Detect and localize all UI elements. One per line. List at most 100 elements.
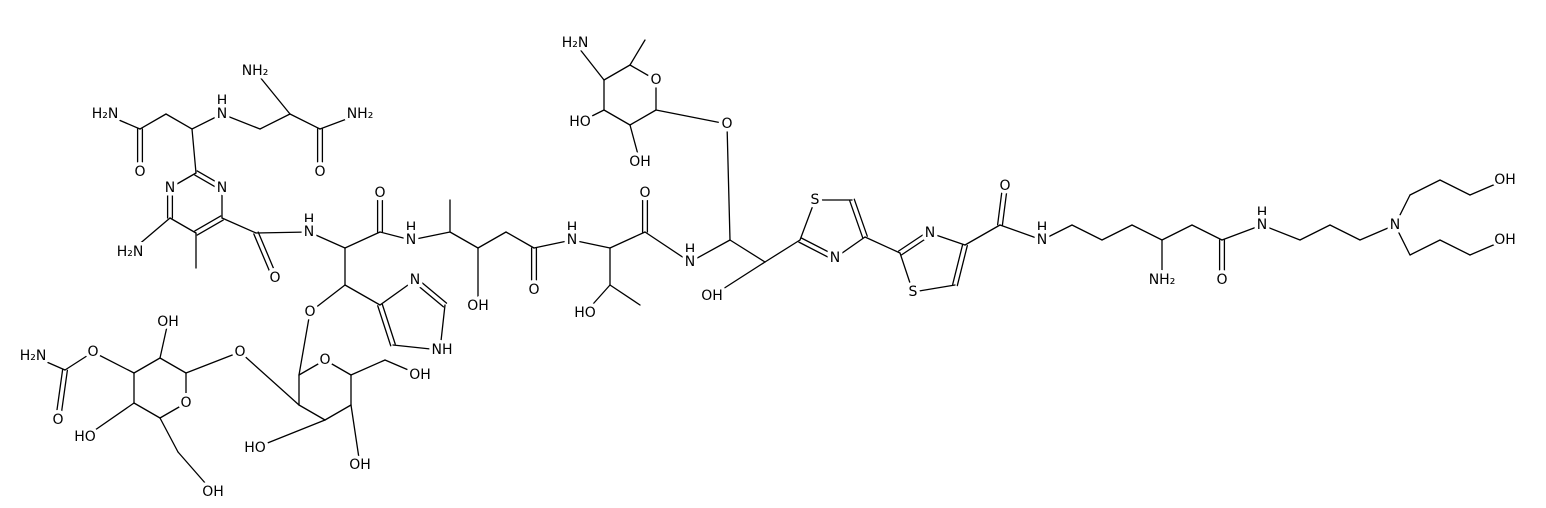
bond <box>912 284 956 293</box>
bond <box>139 113 167 130</box>
bond <box>1261 224 1301 241</box>
bond <box>609 231 646 249</box>
atom-label: NH₂ <box>242 63 269 79</box>
bond <box>899 252 914 293</box>
bond <box>309 284 346 313</box>
bond <box>726 123 731 241</box>
bond <box>603 109 631 126</box>
bond <box>574 42 605 81</box>
bond <box>729 239 766 263</box>
atom-label: OH <box>409 367 431 383</box>
atom-label: O <box>639 185 650 201</box>
bond <box>289 113 321 130</box>
atom-label: OH <box>701 288 723 304</box>
bond <box>64 351 94 371</box>
bond <box>1469 239 1506 256</box>
double-bond <box>257 231 278 278</box>
atom-label: H <box>217 93 228 109</box>
bond <box>392 344 441 351</box>
bond <box>191 113 223 130</box>
bond <box>308 231 346 249</box>
atom-label: N <box>1257 217 1267 233</box>
bond <box>384 359 421 376</box>
bond <box>129 217 171 253</box>
bond <box>177 451 214 493</box>
double-bond <box>415 277 448 304</box>
bond <box>629 39 646 66</box>
bond <box>579 109 605 123</box>
atom-label: HO <box>244 440 266 456</box>
atom-label: O <box>999 178 1010 194</box>
bond <box>1359 224 1396 241</box>
bond <box>344 231 381 249</box>
bond <box>799 199 816 241</box>
atom-label: O <box>234 344 245 360</box>
atom-label: H <box>685 242 696 258</box>
double-bond <box>996 185 1004 226</box>
atom-label: O <box>269 270 280 286</box>
bond <box>864 236 901 254</box>
atom-label: N <box>304 224 314 240</box>
bond <box>298 311 311 376</box>
atom-label: O <box>721 116 732 132</box>
bond <box>1161 224 1193 241</box>
bond <box>1409 179 1441 196</box>
bond <box>1394 224 1411 256</box>
bond <box>603 64 631 81</box>
double-bond <box>798 241 835 261</box>
double-bond <box>253 233 274 280</box>
atom-label: N <box>925 225 935 241</box>
bond <box>324 404 352 421</box>
atom-label: O <box>650 72 661 88</box>
atom-label: H₂N <box>562 35 589 51</box>
bond <box>133 357 161 374</box>
bond <box>1329 224 1361 241</box>
bond <box>834 236 866 259</box>
bond <box>159 321 169 359</box>
bond <box>711 261 766 297</box>
bond <box>655 109 728 125</box>
bond <box>571 239 611 249</box>
atom-label: HO <box>74 429 96 445</box>
atom-label: O <box>1216 272 1227 288</box>
bond <box>1041 224 1073 241</box>
atom-label: N <box>1390 217 1400 233</box>
double-bond <box>900 234 932 256</box>
bond <box>350 359 386 376</box>
bond <box>1071 224 1103 241</box>
bond <box>1191 224 1223 241</box>
bond <box>764 239 801 263</box>
bond <box>191 128 197 174</box>
double-bond <box>194 215 222 232</box>
double-bond <box>377 305 392 347</box>
bond <box>159 357 187 374</box>
atom-label: O <box>134 164 145 180</box>
bond <box>319 113 361 130</box>
bond <box>221 113 261 130</box>
bond <box>689 239 731 263</box>
atom-label: NH₂ <box>1149 272 1176 288</box>
atom-label: S <box>811 192 820 208</box>
atom-label: NH₂ <box>347 106 374 122</box>
atom-label: O <box>52 412 63 428</box>
atom-label: HO <box>574 305 596 321</box>
bonds <box>32 39 1506 493</box>
bond <box>344 284 381 306</box>
bond <box>1299 224 1331 241</box>
atom-label: O <box>314 164 325 180</box>
bond <box>1221 224 1263 241</box>
atom-label: O <box>180 395 191 411</box>
bond <box>254 70 291 115</box>
bond <box>629 64 657 81</box>
double-bond <box>956 244 968 287</box>
double-bond <box>194 174 222 191</box>
bond <box>964 224 1001 246</box>
atom-label: H₂N <box>20 348 47 364</box>
double-bond <box>952 243 964 286</box>
bond <box>32 355 66 371</box>
atom-label: O <box>304 304 315 320</box>
double-bond <box>59 369 69 421</box>
bond <box>449 231 479 249</box>
bond <box>255 231 310 234</box>
atom-label: OH <box>1494 232 1516 248</box>
